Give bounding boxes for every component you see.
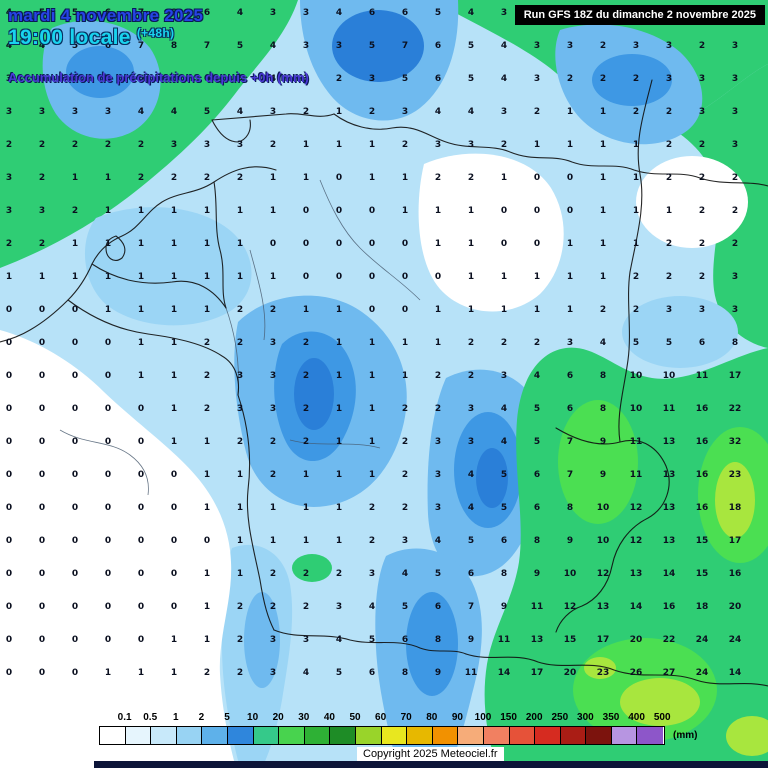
region-bright-green-center [558, 400, 638, 524]
region-blue-light-gap-east [622, 296, 738, 368]
region-white-center-north [418, 153, 564, 312]
border-belgium [67, 263, 240, 396]
region-blue-southwest-core [244, 592, 280, 688]
legend: 0.1 0.5 1 2 5 10 20 30 40 50 60 70 80 90 100 150 200 250 3… [99, 711, 739, 751]
legend-cell-2 [176, 727, 203, 744]
map-subtitle: Accumulation de précipitations depuis +0… [8, 70, 309, 85]
legend-value: 70 [400, 712, 412, 723]
legend-value: 400 [628, 712, 645, 723]
rivers [59, 179, 421, 496]
river-seine [59, 429, 149, 496]
bottom-bar [94, 761, 768, 768]
legend-value: 150 [500, 712, 517, 723]
legend-cell-300 [560, 727, 587, 744]
legend-cell-150 [483, 727, 510, 744]
legend-value: 5 [224, 712, 230, 723]
legend-value: 50 [349, 712, 361, 723]
region-green-east-edge [664, 64, 768, 348]
legend-value: 30 [298, 712, 310, 723]
region-blue-north-center-core [332, 10, 424, 82]
legend-value: 40 [323, 712, 335, 723]
region-blue-northwest-core [66, 46, 134, 98]
map-forecast-offset: (+48h) [136, 26, 175, 40]
legend-value: 60 [375, 712, 387, 723]
legend-value: 10 [247, 712, 259, 723]
legend-cell-60 [355, 727, 382, 744]
border-austria [465, 653, 768, 687]
legend-value: 20 [272, 712, 284, 723]
legend-cell-0.1 [100, 727, 126, 744]
region-yellowgreen-south-small [584, 657, 616, 679]
region-blue-south-core [406, 592, 458, 696]
legend-value: 250 [551, 712, 569, 723]
region-white-southwest [0, 330, 236, 768]
region-green-small-center [292, 554, 332, 582]
legend-cell-100 [458, 727, 484, 744]
legend-values: 0.1 0.5 1 2 5 10 20 30 40 50 60 70 80 90 100 150 200 250 3… [99, 711, 699, 725]
legend-cell-0.5 [125, 727, 152, 744]
legend-cell-90 [432, 727, 459, 744]
map-time: 19:00 locale (+48h) [8, 26, 174, 50]
legend-cell-250 [535, 727, 561, 744]
border-switzerland [273, 629, 467, 655]
legend-cell-400 [611, 727, 638, 744]
legend-value: 350 [602, 712, 620, 723]
region-blue-west-germany-inner [294, 358, 334, 430]
legend-cell-40 [304, 727, 331, 744]
coastline-baltic [333, 113, 768, 187]
legend-value: 100 [474, 712, 492, 723]
region-yellowgreen-corner [726, 716, 768, 756]
legend-cell-1 [151, 727, 177, 744]
legend-value: 2 [198, 712, 205, 723]
border-de-east [618, 79, 653, 443]
river-elbe [319, 179, 421, 301]
legend-unit: (mm) [673, 730, 698, 741]
map-date: mardi 4 novembre 2025 [8, 6, 204, 25]
legend-value: 200 [525, 712, 543, 723]
legend-cell-70 [381, 727, 408, 744]
river-main [289, 439, 381, 449]
legend-value: 1 [173, 712, 179, 723]
legend-value: 500 [653, 712, 671, 723]
legend-cell-80 [407, 727, 433, 744]
region-blue-netherlands [84, 207, 252, 326]
legend-cell-30 [279, 727, 305, 744]
copyright: Copyright 2025 Meteociel.fr [357, 747, 504, 761]
legend-cell-20 [253, 727, 280, 744]
legend-cell-500 [637, 727, 664, 744]
legend-value: 0.5 [143, 712, 158, 723]
map-time-text: 19:00 locale [8, 26, 131, 49]
legend-value: 80 [426, 712, 438, 723]
region-yellowgreen-east [715, 462, 755, 538]
legend-value: 300 [577, 712, 594, 723]
region-blue-northeast-core [592, 54, 672, 106]
legend-color-bar [99, 726, 665, 745]
region-white-east [636, 156, 748, 248]
coastline-denmark [211, 113, 335, 143]
legend-cell-5 [202, 727, 228, 744]
legend-value: 0.1 [117, 712, 132, 723]
river-weser [249, 249, 266, 341]
legend-value: 90 [451, 712, 463, 723]
run-info-badge: Run GFS 18Z du dimanche 2 novembre 2025 [514, 5, 765, 25]
region-blue-central-inner [476, 448, 508, 508]
legend-cell-10 [227, 727, 254, 744]
region-yellowgreen-southeast [620, 678, 700, 726]
legend-cell-200 [509, 727, 536, 744]
legend-cell-50 [330, 727, 356, 744]
country-borders [0, 79, 768, 687]
border-fr-de [237, 394, 275, 631]
border-nl-de [213, 181, 227, 309]
lake-ijsselmeer [105, 235, 126, 261]
legend-cell-350 [586, 727, 612, 744]
